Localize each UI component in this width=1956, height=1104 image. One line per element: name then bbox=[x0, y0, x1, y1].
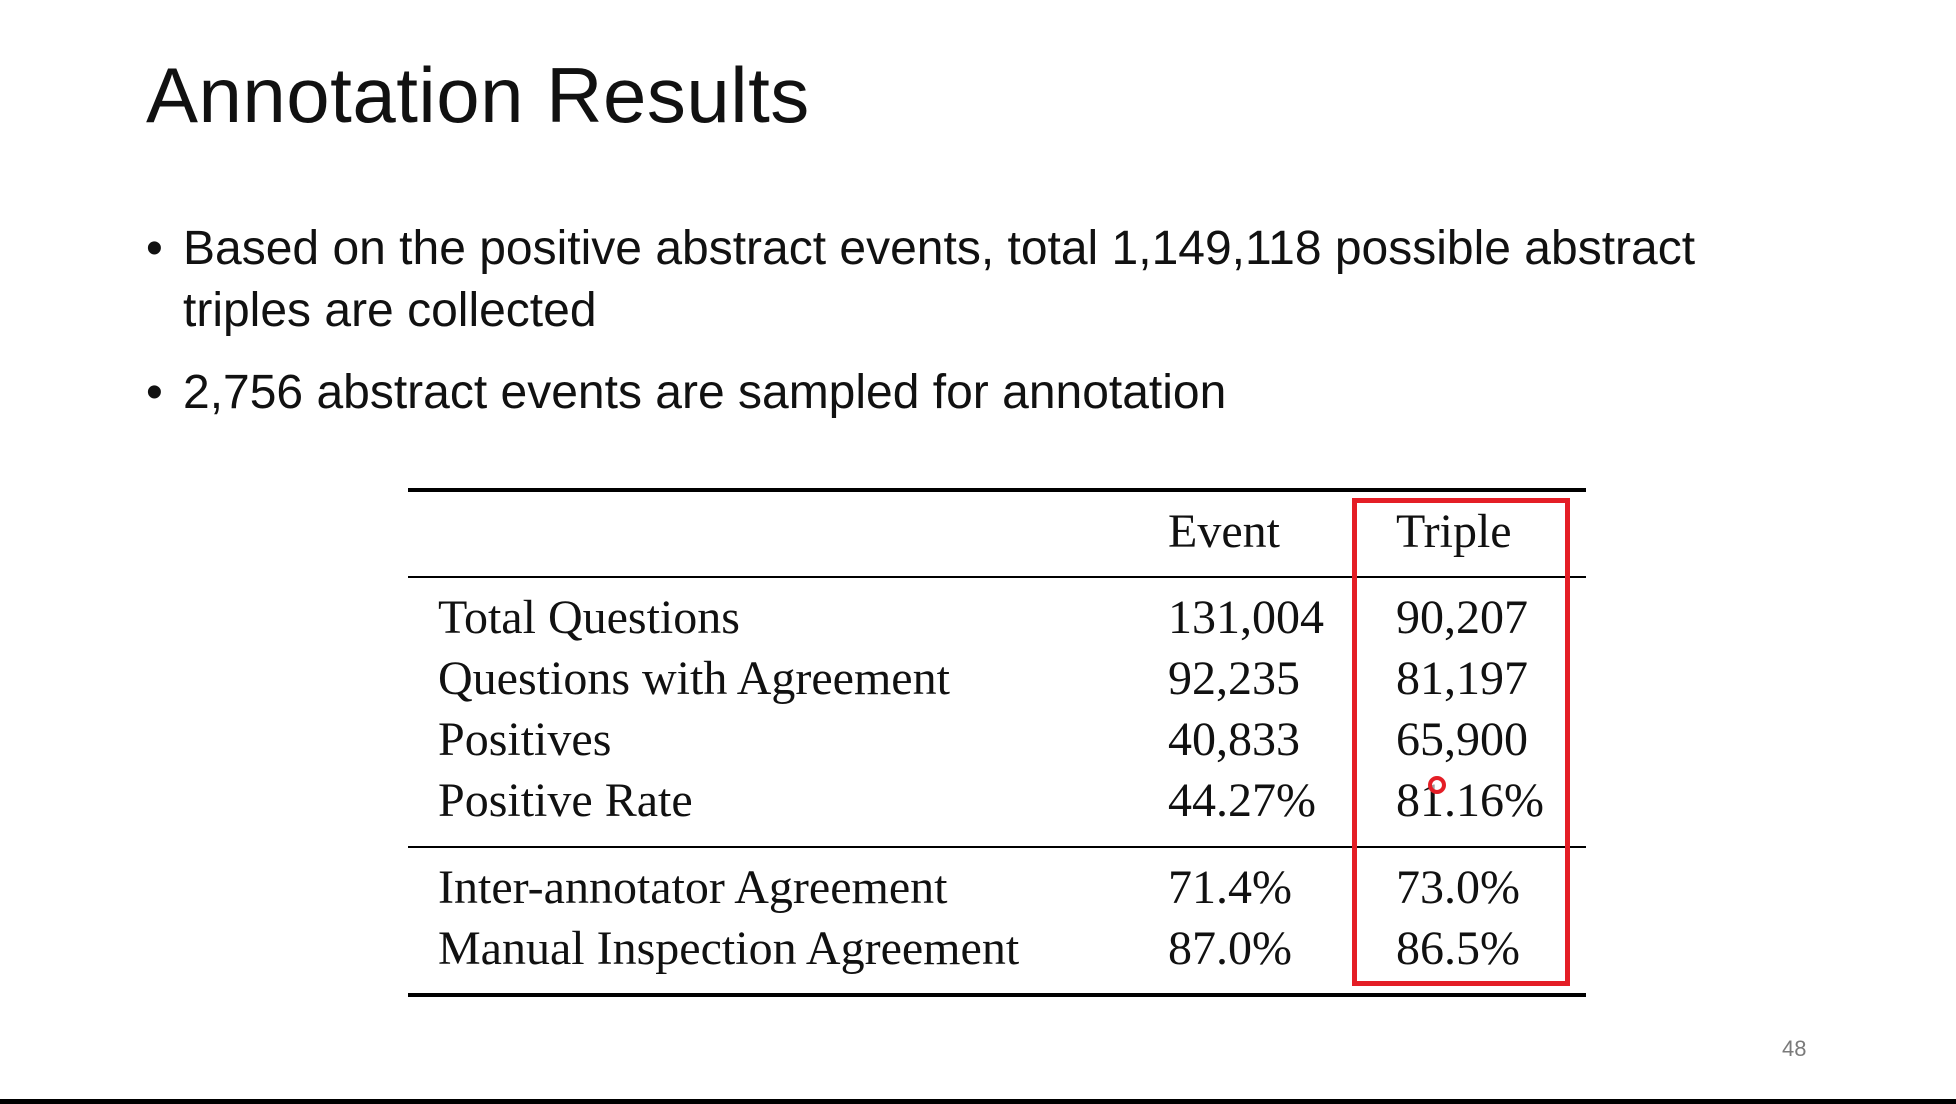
column-header-triple: Triple bbox=[1396, 505, 1512, 558]
bullet-item: • Based on the positive abstract events,… bbox=[146, 218, 1706, 342]
bullet-item: • 2,756 abstract events are sampled for … bbox=[146, 362, 1706, 424]
slide-title: Annotation Results bbox=[146, 51, 810, 139]
triple-value: 81.16% bbox=[1396, 774, 1544, 827]
triple-value: 90,207 bbox=[1396, 591, 1528, 644]
event-value: 92,235 bbox=[1168, 652, 1300, 705]
row-label: Manual Inspection Agreement bbox=[438, 922, 1020, 975]
table-bottom-rule bbox=[408, 993, 1586, 997]
table-top-rule bbox=[408, 488, 1586, 492]
row-label: Positive Rate bbox=[438, 774, 693, 827]
triple-value: 73.0% bbox=[1396, 861, 1520, 914]
column-header-event: Event bbox=[1168, 505, 1280, 558]
event-value: 87.0% bbox=[1168, 922, 1292, 975]
triple-value: 81,197 bbox=[1396, 652, 1528, 705]
triple-column-highlight bbox=[1352, 498, 1570, 986]
triple-value: 65,900 bbox=[1396, 713, 1528, 766]
bullet-text: Based on the positive abstract events, t… bbox=[183, 222, 1696, 337]
event-value: 44.27% bbox=[1168, 774, 1316, 827]
bottom-border bbox=[0, 1099, 1956, 1104]
event-value: 40,833 bbox=[1168, 713, 1300, 766]
row-label: Inter-annotator Agreement bbox=[438, 861, 948, 914]
row-label: Total Questions bbox=[438, 591, 740, 644]
table-section-rule bbox=[408, 846, 1586, 848]
triple-value: 86.5% bbox=[1396, 922, 1520, 975]
bullet-text: 2,756 abstract events are sampled for an… bbox=[183, 366, 1227, 419]
row-label: Questions with Agreement bbox=[438, 652, 950, 705]
pointer-cursor-icon bbox=[1428, 776, 1446, 794]
results-table: Event Triple Total Questions 131,004 90,… bbox=[408, 488, 1586, 998]
row-label: Positives bbox=[438, 713, 612, 766]
event-value: 131,004 bbox=[1168, 591, 1324, 644]
bullet-dot-icon: • bbox=[146, 222, 163, 275]
table-header-rule bbox=[408, 576, 1586, 578]
bullet-dot-icon: • bbox=[146, 366, 163, 419]
page-number: 48 bbox=[1782, 1036, 1807, 1061]
event-value: 71.4% bbox=[1168, 861, 1292, 914]
bullet-list: • Based on the positive abstract events,… bbox=[146, 218, 1706, 444]
